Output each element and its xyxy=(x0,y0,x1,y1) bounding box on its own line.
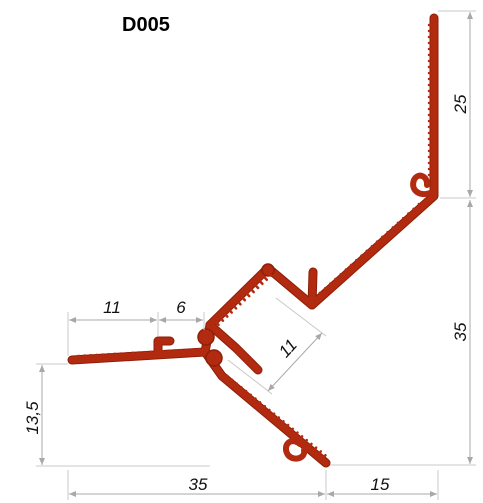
serration-tooth xyxy=(222,311,229,318)
dim-label-15: 15 xyxy=(371,475,390,494)
dim-label-35-right: 35 xyxy=(451,322,470,341)
serration-tooth xyxy=(302,438,309,446)
serration-tooth xyxy=(279,419,285,427)
serration-tooth xyxy=(360,254,367,261)
dimension-top-right: 25 xyxy=(438,10,476,199)
serration-tooth xyxy=(223,374,229,382)
serration-tooth xyxy=(227,307,233,314)
serration-tooth xyxy=(323,287,330,294)
serration-tooth xyxy=(237,386,243,393)
dim-label-6: 6 xyxy=(176,298,186,317)
serration-tooth xyxy=(213,319,220,327)
dim-label-25: 25 xyxy=(451,94,470,114)
serration-tooth xyxy=(396,221,403,228)
serration-tooth xyxy=(386,230,393,238)
serration-tooth xyxy=(381,235,387,242)
serration-tooth xyxy=(231,303,238,310)
serration-tooth xyxy=(274,416,281,423)
serration-tooth xyxy=(235,299,242,306)
serration-tooth xyxy=(344,268,351,275)
dimension-right: 35 xyxy=(330,200,476,466)
serration-tooth xyxy=(321,453,327,461)
serration-tooth xyxy=(266,270,273,277)
serration-tooth xyxy=(334,277,341,284)
serration-tooth xyxy=(307,442,313,449)
serration-tooth xyxy=(269,412,276,419)
serration-tooth xyxy=(283,423,290,431)
aluminium-profile xyxy=(67,13,439,468)
serration-tooth xyxy=(370,244,377,252)
dim-label-13-5: 13,5 xyxy=(23,401,42,435)
serration-tooth xyxy=(311,446,318,453)
serration-tooth xyxy=(209,324,216,331)
serration-tooth xyxy=(260,404,267,412)
serration-tooth xyxy=(375,240,382,247)
dim-label-35-bottom: 35 xyxy=(189,475,208,494)
serration-tooth xyxy=(257,278,264,286)
serration-tooth xyxy=(251,397,257,404)
dim-label-11-left: 11 xyxy=(103,298,121,317)
serration-tooth xyxy=(318,291,325,298)
serration-tooth xyxy=(227,378,234,385)
serration-tooth xyxy=(355,258,361,266)
serration-tooth xyxy=(262,274,269,282)
serration-tooth xyxy=(316,450,323,457)
serration-tooth xyxy=(255,401,262,408)
drawing-title: D005 xyxy=(122,14,170,36)
serration-tooth xyxy=(313,296,320,303)
serration-tooth xyxy=(241,389,248,397)
dim-label-11-diagonal: 11 xyxy=(275,335,301,361)
serration-tooth xyxy=(293,431,299,438)
serration-tooth xyxy=(253,283,260,290)
serration-tooth xyxy=(328,282,335,289)
serration-tooth xyxy=(417,202,424,210)
serration-tooth xyxy=(288,427,295,434)
serration-tooth xyxy=(265,408,271,416)
serration-tooth xyxy=(365,249,372,256)
serration-tooth xyxy=(391,226,398,233)
dimension-bottom: 35 15 xyxy=(67,470,439,500)
serration-tooth xyxy=(297,435,304,442)
serration-tooth xyxy=(232,382,239,389)
dimension-top-left: 11 6 xyxy=(67,298,205,356)
serration-tooth xyxy=(240,295,247,302)
serration-tooth xyxy=(339,273,346,280)
serration-tooth xyxy=(349,263,356,270)
dimension-diagonal: 11 xyxy=(227,297,327,395)
serration-tooth xyxy=(412,207,419,214)
serration-tooth xyxy=(244,291,251,298)
dimension-left: 13,5 xyxy=(23,363,210,467)
serration-tooth xyxy=(246,393,253,400)
serration-tooth xyxy=(218,315,225,322)
serration-tooth xyxy=(407,212,413,219)
serration-tooth xyxy=(249,287,255,294)
serration-tooth xyxy=(401,216,408,224)
